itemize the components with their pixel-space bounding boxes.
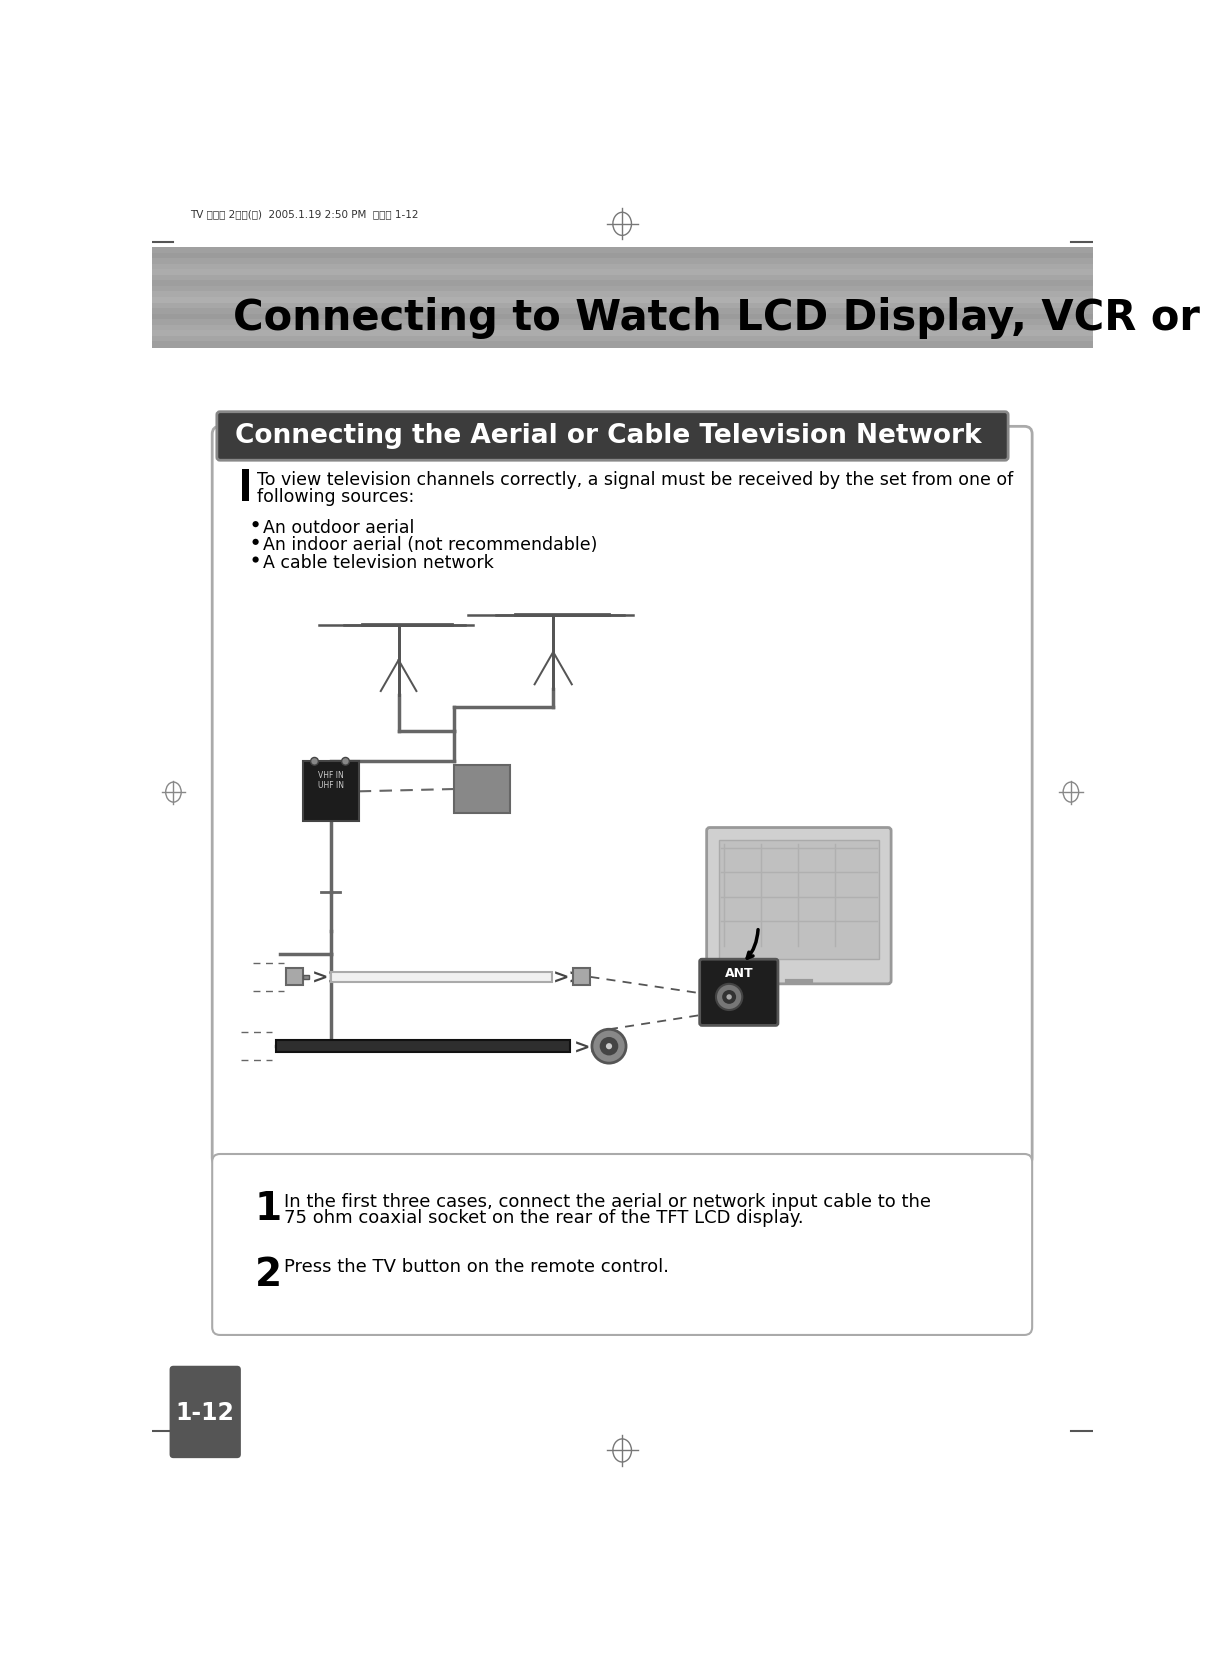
Text: UHF IN: UHF IN <box>318 782 344 790</box>
Circle shape <box>600 1038 618 1056</box>
Circle shape <box>606 1042 612 1049</box>
Circle shape <box>716 984 742 1009</box>
FancyBboxPatch shape <box>699 959 778 1026</box>
Bar <box>302 974 310 979</box>
Text: A cable television network: A cable television network <box>263 554 494 573</box>
Bar <box>152 335 1093 342</box>
Text: >>: >> <box>574 1038 607 1057</box>
Circle shape <box>341 757 350 765</box>
Bar <box>285 968 302 986</box>
Bar <box>152 247 1093 252</box>
Bar <box>152 292 1093 297</box>
Text: VHF IN: VHF IN <box>318 770 344 780</box>
Text: Press the TV button on the remote control.: Press the TV button on the remote contro… <box>284 1258 669 1277</box>
Text: Connecting to Watch LCD Display, VCR or DVD: Connecting to Watch LCD Display, VCR or … <box>233 297 1214 339</box>
Bar <box>152 342 1093 347</box>
Circle shape <box>253 556 259 563</box>
Text: In the first three cases, connect the aerial or network input cable to the: In the first three cases, connect the ae… <box>284 1192 931 1210</box>
Text: >>: >> <box>312 969 345 988</box>
Circle shape <box>253 540 259 544</box>
Bar <box>454 765 510 813</box>
Bar <box>573 968 590 986</box>
Bar <box>330 973 551 981</box>
FancyBboxPatch shape <box>707 828 891 984</box>
FancyBboxPatch shape <box>212 1154 1032 1335</box>
Circle shape <box>726 994 732 999</box>
Bar <box>152 281 1093 287</box>
Text: An outdoor aerial: An outdoor aerial <box>263 520 415 536</box>
Bar <box>152 309 1093 314</box>
Text: 75 ohm coaxial socket on the rear of the TFT LCD display.: 75 ohm coaxial socket on the rear of the… <box>284 1210 804 1227</box>
Circle shape <box>722 989 736 1004</box>
FancyBboxPatch shape <box>212 427 1032 1165</box>
Bar <box>152 330 1093 337</box>
FancyBboxPatch shape <box>217 412 1008 460</box>
Bar <box>152 302 1093 309</box>
FancyBboxPatch shape <box>170 1366 240 1457</box>
Bar <box>152 264 1093 271</box>
Circle shape <box>311 757 318 765</box>
Bar <box>152 286 1093 292</box>
Bar <box>152 319 1093 325</box>
Bar <box>152 297 1093 304</box>
Text: 1: 1 <box>255 1190 282 1228</box>
Text: 2: 2 <box>255 1255 282 1293</box>
Bar <box>152 314 1093 320</box>
Bar <box>276 1041 571 1052</box>
Text: To view television channels correctly, a signal must be received by the set from: To view television channels correctly, a… <box>257 471 1014 490</box>
Text: An indoor aerial (not recommendable): An indoor aerial (not recommendable) <box>263 536 597 554</box>
Circle shape <box>592 1029 626 1062</box>
Circle shape <box>253 521 259 528</box>
Bar <box>152 325 1093 330</box>
Bar <box>152 276 1093 281</box>
Text: ANT: ANT <box>725 966 753 979</box>
Text: Connecting the Aerial or Cable Television Network: Connecting the Aerial or Cable Televisio… <box>236 423 982 448</box>
Text: >>: >> <box>554 969 586 988</box>
Text: TV 매뉴얼 2요일(영)  2005.1.19 2:50 PM  페이지 1-12: TV 매뉴얼 2요일(영) 2005.1.19 2:50 PM 페이지 1-12 <box>191 209 419 219</box>
Bar <box>719 840 879 959</box>
Bar <box>152 269 1093 276</box>
Bar <box>152 252 1093 259</box>
Bar <box>242 468 249 501</box>
Bar <box>302 762 358 822</box>
Text: following sources:: following sources: <box>257 488 414 506</box>
Bar <box>152 257 1093 264</box>
Text: 1-12: 1-12 <box>176 1401 234 1426</box>
